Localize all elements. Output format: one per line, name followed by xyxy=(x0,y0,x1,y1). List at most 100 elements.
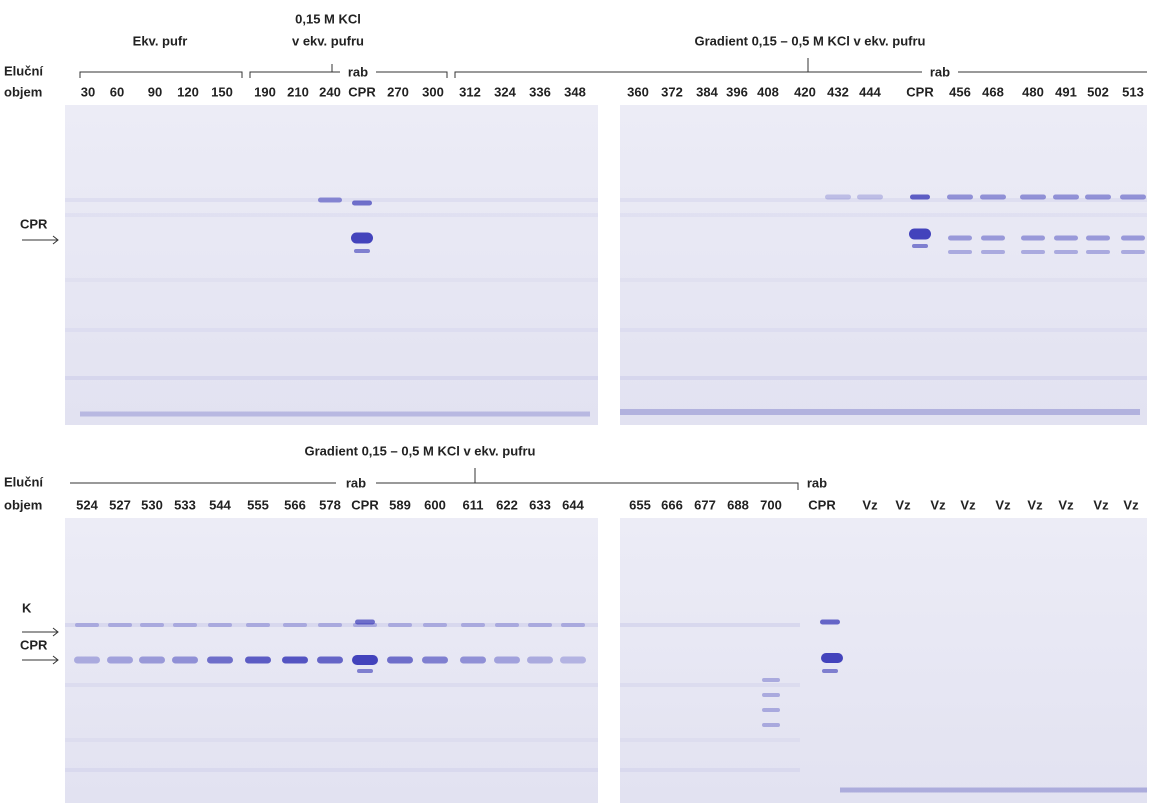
band xyxy=(1086,250,1110,254)
lane-label: 530 xyxy=(141,497,163,512)
lane-label: 30 xyxy=(81,84,95,99)
band xyxy=(1121,250,1145,254)
band xyxy=(840,787,1147,793)
lane-label: 312 xyxy=(459,84,481,99)
band xyxy=(355,619,375,625)
band xyxy=(1121,235,1145,241)
rab-label: rab xyxy=(348,64,368,79)
band xyxy=(912,244,928,248)
lane-label: Vz xyxy=(895,497,911,512)
band xyxy=(388,623,412,627)
band xyxy=(65,376,598,380)
lane-label: 468 xyxy=(982,84,1004,99)
band xyxy=(980,194,1006,200)
lane-label: 633 xyxy=(529,497,551,512)
rab-label: rab xyxy=(346,475,366,490)
lane-label: 444 xyxy=(859,84,881,99)
lane-label: 372 xyxy=(661,84,683,99)
band xyxy=(820,619,840,625)
lane-label: Vz xyxy=(930,497,946,512)
band xyxy=(762,708,780,712)
band xyxy=(620,623,800,627)
band xyxy=(948,235,972,241)
band xyxy=(283,623,307,627)
lane-label: 60 xyxy=(110,84,124,99)
bracket xyxy=(249,64,448,78)
band xyxy=(909,228,931,240)
lane-label: 502 xyxy=(1087,84,1109,99)
band xyxy=(821,653,843,663)
band xyxy=(947,194,973,200)
band xyxy=(1021,250,1045,254)
band xyxy=(423,623,447,627)
bracket xyxy=(454,58,1147,78)
band xyxy=(74,656,100,664)
lane-label: 491 xyxy=(1055,84,1077,99)
gel xyxy=(620,105,1147,425)
band xyxy=(65,278,598,282)
lane-label: Vz xyxy=(960,497,976,512)
band xyxy=(352,655,378,665)
band xyxy=(561,623,585,627)
lane-label: 480 xyxy=(1022,84,1044,99)
band xyxy=(620,198,1147,202)
lane-label: 240 xyxy=(319,84,341,99)
lane-label: 622 xyxy=(496,497,518,512)
band xyxy=(80,411,590,417)
lane-label: 360 xyxy=(627,84,649,99)
band xyxy=(460,656,486,664)
band xyxy=(560,656,586,664)
arrow xyxy=(22,235,59,245)
band xyxy=(620,738,800,742)
rab-label: rab xyxy=(930,64,950,79)
lane-label: 700 xyxy=(760,497,782,512)
band xyxy=(825,194,851,200)
band xyxy=(357,669,373,673)
lane-label: Vz xyxy=(1123,497,1139,512)
band xyxy=(65,738,598,742)
lane-label: 578 xyxy=(319,497,341,512)
band xyxy=(140,623,164,627)
band xyxy=(1020,194,1046,200)
lane-label: 420 xyxy=(794,84,816,99)
lane-label: 120 xyxy=(177,84,199,99)
band xyxy=(822,669,838,673)
band xyxy=(173,623,197,627)
band xyxy=(494,656,520,664)
lane-label: 432 xyxy=(827,84,849,99)
band xyxy=(620,328,1147,332)
bands xyxy=(65,194,1147,793)
arrow-label: K xyxy=(22,600,32,615)
band xyxy=(65,768,598,772)
group-label: Gradient 0,15 – 0,5 M KCl v ekv. pufru xyxy=(695,33,926,48)
lane-label: 190 xyxy=(254,84,276,99)
band xyxy=(387,656,413,664)
band xyxy=(318,623,342,627)
lane-label: 90 xyxy=(148,84,162,99)
band xyxy=(318,197,342,203)
band xyxy=(857,194,883,200)
arrow-label: CPR xyxy=(20,216,48,231)
lane-label: 396 xyxy=(726,84,748,99)
band xyxy=(1021,235,1045,241)
band xyxy=(1085,194,1111,200)
lane-label: CPR xyxy=(808,497,836,512)
lane-label: 600 xyxy=(424,497,446,512)
band xyxy=(65,683,598,687)
lane-label: 324 xyxy=(494,84,516,99)
band xyxy=(317,656,343,664)
band xyxy=(762,678,780,682)
lane-label: 666 xyxy=(661,497,683,512)
lane-label: 513 xyxy=(1122,84,1144,99)
row-label: Eluční xyxy=(4,63,43,78)
lane-label: 533 xyxy=(174,497,196,512)
band xyxy=(948,250,972,254)
lane-label: 566 xyxy=(284,497,306,512)
gels xyxy=(65,105,1147,803)
band xyxy=(65,328,598,332)
band xyxy=(620,683,800,687)
lane-label: 408 xyxy=(757,84,779,99)
band xyxy=(495,623,519,627)
band xyxy=(139,656,165,664)
band xyxy=(65,623,598,627)
